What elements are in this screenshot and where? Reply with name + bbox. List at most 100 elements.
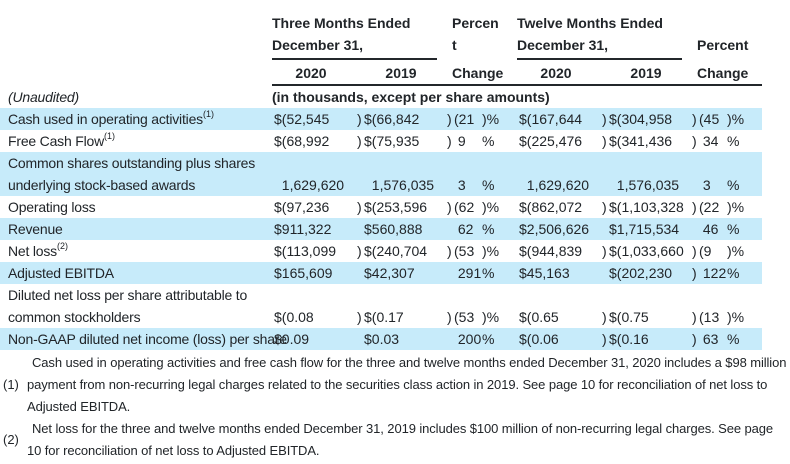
value-cell: $(66,842	[364, 111, 420, 127]
value-cell: $(225,476	[519, 133, 583, 149]
value-cell: $0.09	[274, 331, 310, 347]
value-cell: $(68,992	[274, 133, 330, 149]
value-cell: $(240,704	[364, 243, 428, 259]
row-label: Diluted net loss per share attributable …	[8, 287, 248, 303]
value-cell	[697, 152, 727, 174]
row-label: Adjusted EBITDA	[8, 265, 114, 281]
header-underline-row	[0, 58, 790, 60]
value-cell: $(341,436	[609, 133, 673, 149]
value-cell: 62	[454, 221, 474, 237]
value-cell	[452, 152, 482, 174]
column-gap	[504, 306, 517, 328]
table-row: Adjusted EBITDA $165,609 $42,307 291% $45,1…	[0, 262, 762, 284]
value-cell: )	[602, 133, 607, 149]
value-cell: )%	[727, 111, 745, 127]
value-cell: $(113,099	[274, 243, 337, 259]
column-gap	[504, 130, 517, 152]
footnote-2-marker: (2)	[3, 432, 19, 447]
value-cell: $(862,072	[519, 199, 583, 215]
value-cell: (45	[699, 111, 720, 127]
row-label: underlying stock-based awards	[8, 177, 196, 193]
value-cell: $1,715,534	[609, 221, 680, 237]
value-cell	[482, 152, 504, 174]
table-header-line2: December 31, t December 31, Percent	[0, 34, 790, 56]
twelve-months-header: Twelve Months Ended	[517, 15, 663, 31]
value-cell: 291	[454, 265, 482, 281]
percent-header-2: Percent	[697, 37, 749, 53]
value-cell: $(202,230	[609, 265, 673, 281]
value-cell: $(0.08	[274, 309, 314, 325]
table-row: Non-GAAP diluted net income (loss) per s…	[0, 328, 762, 350]
row-label: Non-GAAP diluted net income (loss) per s…	[8, 331, 287, 347]
change-column-header: Change	[697, 65, 749, 81]
twelve-months-date: December 31,	[517, 37, 609, 53]
row-label: Cash used in operating activities(1)	[8, 109, 214, 127]
value-cell: $(75,935	[364, 133, 420, 149]
value-cell: )	[447, 199, 452, 215]
row-label: common stockholders	[8, 309, 141, 325]
table-row: Cash used in operating activities(1) $(52…	[0, 108, 762, 130]
value-cell: %	[482, 331, 495, 347]
value-cell: 1,576,035	[364, 177, 435, 193]
value-cell: 200	[454, 331, 482, 347]
header-spacer	[0, 12, 272, 34]
value-cell: (9	[699, 243, 712, 259]
value-cell: 122	[699, 265, 727, 281]
value-cell: )	[447, 133, 452, 149]
value-cell: $(97,236	[274, 199, 330, 215]
footnote-ref: (1)	[202, 109, 214, 120]
value-cell	[727, 152, 749, 174]
value-cell: (21	[454, 111, 475, 127]
value-cell: $(0.65	[519, 309, 559, 325]
value-cell: (62	[454, 199, 475, 215]
footnote-1: (1) Cash used in operating activities an…	[0, 352, 788, 418]
header-gap	[504, 12, 517, 34]
footnote-ref: (1)	[104, 131, 116, 142]
value-cell: )	[357, 309, 362, 325]
value-cell: %	[482, 221, 495, 237]
percent-header-1: Percen	[452, 15, 499, 31]
value-cell: $(0.16	[609, 331, 649, 347]
value-cell: %	[482, 133, 495, 149]
table-body: (Unaudited) (in thousands, except per sha…	[0, 86, 790, 350]
table-row: Operating loss $(97,236) $(253,596) (62)% $(…	[0, 196, 762, 218]
value-cell: )	[447, 243, 452, 259]
value-cell: )	[447, 309, 452, 325]
value-cell: %	[482, 177, 495, 193]
value-cell: %	[482, 265, 495, 281]
value-cell: $(52,545	[274, 111, 330, 127]
value-cell: )	[692, 133, 697, 149]
percent-header-1-wrap: t	[452, 37, 457, 53]
footnote-2: (2) Net loss for the three and twelve mo…	[0, 418, 788, 462]
value-cell	[272, 284, 357, 306]
value-cell: $(1,033,660	[609, 243, 684, 259]
value-cell: $42,307	[364, 265, 415, 281]
column-gap	[504, 328, 517, 350]
table-row: Revenue $911,322 $560,888 62% $2,506,626 $1,…	[0, 218, 762, 240]
value-cell: $45,163	[519, 265, 570, 281]
underline-spacer	[0, 58, 272, 60]
value-cell: $911,322	[274, 221, 332, 237]
value-cell	[727, 284, 749, 306]
header-spacer	[0, 62, 272, 84]
column-gap	[504, 262, 517, 284]
value-cell: )	[602, 199, 607, 215]
value-cell	[362, 152, 447, 174]
row-label: (Unaudited)	[8, 89, 79, 105]
row-label: Free Cash Flow(1)	[8, 131, 116, 149]
value-cell: )%	[482, 243, 500, 259]
value-cell: (22	[699, 199, 720, 215]
value-cell: $(304,958	[609, 111, 673, 127]
value-cell: )	[692, 111, 697, 127]
year-column-header: 2019	[385, 65, 417, 81]
year-column-header: 2020	[295, 65, 327, 81]
value-cell: 34	[699, 133, 719, 149]
table-row: Common shares outstanding plus shares	[0, 152, 762, 174]
value-cell: )%	[482, 309, 500, 325]
column-gap	[504, 108, 517, 130]
column-gap	[504, 284, 517, 306]
value-cell	[607, 152, 692, 174]
value-cell: )	[692, 309, 697, 325]
value-cell: 46	[699, 221, 719, 237]
